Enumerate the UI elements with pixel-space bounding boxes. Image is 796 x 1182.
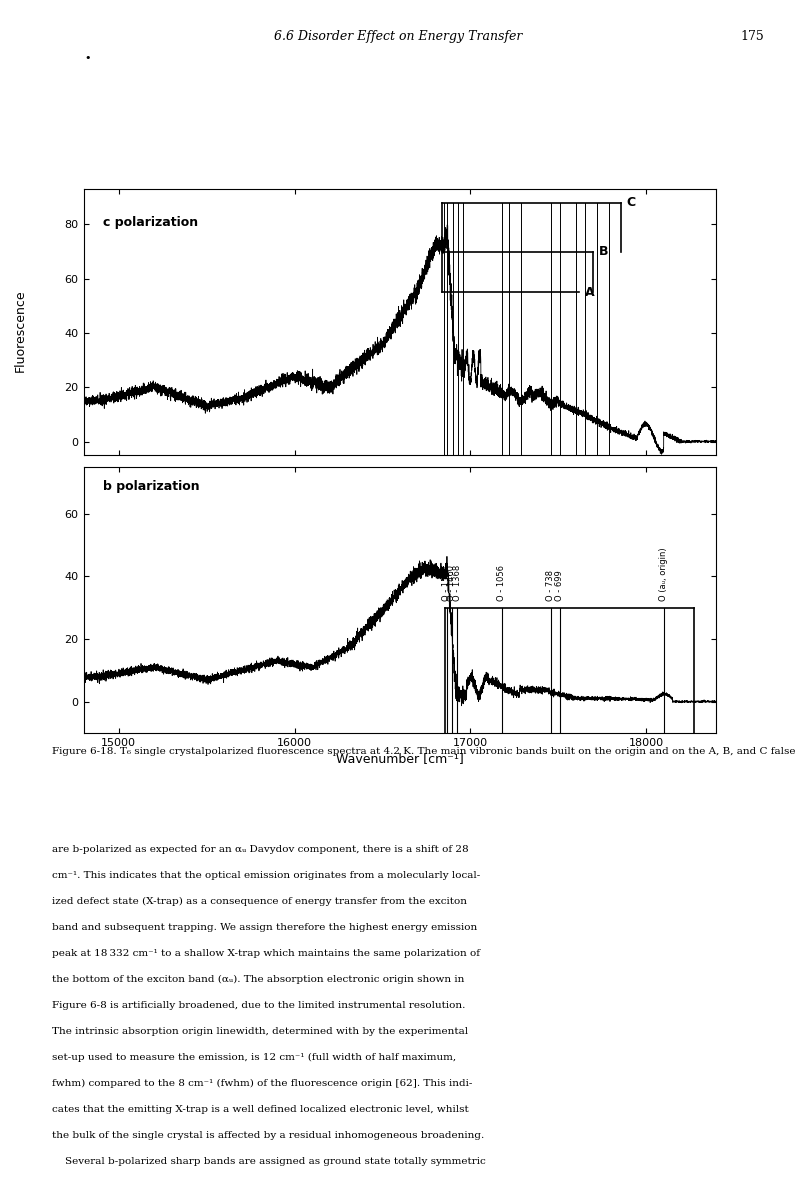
- Text: O - 1504: O - 1504: [442, 565, 451, 602]
- Text: O (aᵤ, origin): O (aᵤ, origin): [659, 547, 668, 602]
- Text: O - 1460: O - 1460: [447, 565, 456, 602]
- Text: O - 1056: O - 1056: [498, 565, 506, 602]
- Text: O - 738: O - 738: [546, 571, 555, 602]
- Text: A: A: [584, 286, 594, 299]
- Text: peak at 18 332 cm⁻¹ to a shallow X-trap which maintains the same polarization of: peak at 18 332 cm⁻¹ to a shallow X-trap …: [52, 949, 480, 959]
- Text: are b-polarized as expected for an αᵤ Davydov component, there is a shift of 28: are b-polarized as expected for an αᵤ Da…: [52, 845, 468, 855]
- Text: the bottom of the exciton band (αᵤ). The absorption electronic origin shown in: the bottom of the exciton band (αᵤ). The…: [52, 975, 464, 985]
- Text: c polarization: c polarization: [103, 216, 197, 228]
- Text: b polarization: b polarization: [103, 480, 199, 493]
- X-axis label: Wavenumber [cm⁻¹]: Wavenumber [cm⁻¹]: [336, 752, 464, 765]
- Text: C: C: [626, 196, 636, 209]
- Text: •: •: [84, 53, 91, 63]
- Text: Figure 6-18. T₆ single crystalpolarized fluorescence spectra at 4.2 K. The main : Figure 6-18. T₆ single crystalpolarized …: [52, 747, 796, 756]
- Text: set-up used to measure the emission, is 12 cm⁻¹ (full width of half maximum,: set-up used to measure the emission, is …: [52, 1053, 456, 1063]
- Text: Fluorescence: Fluorescence: [14, 290, 26, 372]
- Text: cm⁻¹. This indicates that the optical emission originates from a molecularly loc: cm⁻¹. This indicates that the optical em…: [52, 871, 480, 881]
- Text: 175: 175: [740, 30, 764, 43]
- Text: The intrinsic absorption origin linewidth, determined with by the experimental: The intrinsic absorption origin linewidt…: [52, 1027, 468, 1037]
- Text: the bulk of the single crystal is affected by a residual inhomogeneous broadenin: the bulk of the single crystal is affect…: [52, 1131, 484, 1141]
- Text: O - 1368: O - 1368: [453, 565, 462, 602]
- Text: band and subsequent trapping. We assign therefore the highest energy emission: band and subsequent trapping. We assign …: [52, 923, 477, 933]
- Text: B: B: [599, 245, 608, 258]
- Text: fwhm) compared to the 8 cm⁻¹ (fwhm) of the fluorescence origin [62]. This indi-: fwhm) compared to the 8 cm⁻¹ (fwhm) of t…: [52, 1079, 472, 1089]
- Text: O - 699: O - 699: [556, 571, 564, 602]
- Text: cates that the emitting X-trap is a well defined localized electronic level, whi: cates that the emitting X-trap is a well…: [52, 1105, 469, 1115]
- Text: Figure 6-8 is artificially broadened, due to the limited instrumental resolution: Figure 6-8 is artificially broadened, du…: [52, 1001, 465, 1011]
- Text: ized defect state (X-trap) as a consequence of energy transfer from the exciton: ized defect state (X-trap) as a conseque…: [52, 897, 466, 907]
- Text: Several b-polarized sharp bands are assigned as ground state totally symmetric: Several b-polarized sharp bands are assi…: [52, 1157, 486, 1167]
- Text: 6.6 Disorder Effect on Energy Transfer: 6.6 Disorder Effect on Energy Transfer: [274, 30, 522, 43]
